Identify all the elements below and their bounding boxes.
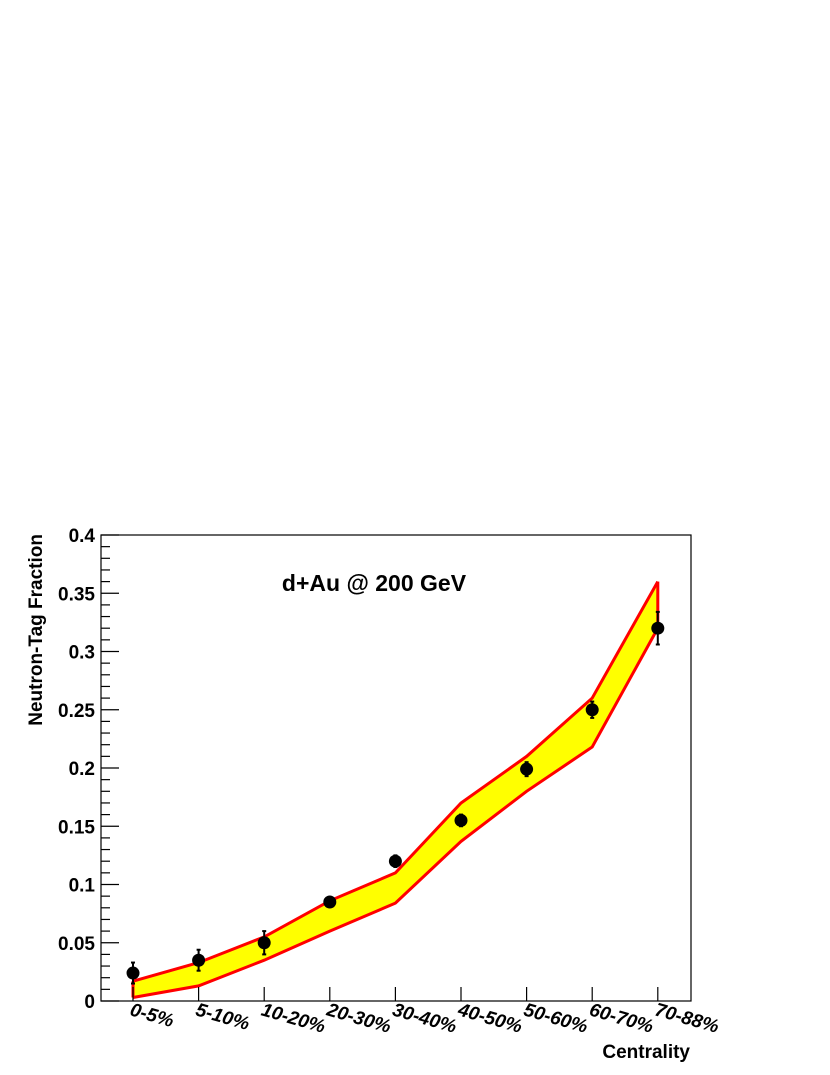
band-lower-line: [132, 627, 660, 999]
point-marker: [454, 813, 468, 827]
x-category-label: 40-50%: [455, 999, 525, 1038]
plot-frame: [100, 534, 692, 1002]
x-category-label: 5-10%: [193, 1000, 252, 1035]
x-category-label: 30-40%: [390, 1000, 459, 1038]
y-tick-label: 0.1: [69, 876, 96, 897]
point-marker: [126, 966, 140, 980]
band-upper-line: [132, 580, 660, 983]
y-tick-label: 0.05: [58, 934, 95, 955]
x-category-label: 60-70%: [587, 1000, 656, 1038]
point-marker: [585, 703, 599, 717]
y-tick-label: 0.2: [69, 759, 95, 780]
data-point: [192, 948, 206, 972]
x-category-label: 50-60%: [521, 1000, 590, 1038]
model-band: [131, 580, 660, 999]
y-tick-label: 0.15: [58, 817, 95, 838]
y-axis-title: Neutron-Tag Fraction: [26, 534, 47, 726]
data-point: [323, 895, 337, 909]
x-category-label: 20-30%: [323, 999, 393, 1038]
chart-title: d+Au @ 200 GeV: [282, 570, 467, 596]
data-point: [651, 610, 665, 646]
x-category-label: 10-20%: [259, 1000, 328, 1038]
x-axis: 0-5% 5-10% 10-20%20-30%30-40%40-50%50-60%6…: [128, 987, 721, 1038]
y-axis: 0 0.05 0.1 0.15 0.2 0.25 0.3 0.35 0.4: [58, 526, 119, 1013]
y-tick-label: 0.3: [69, 643, 95, 664]
point-marker: [388, 854, 402, 868]
point-marker: [323, 895, 337, 909]
band-fill: [133, 581, 658, 998]
point-marker: [520, 762, 534, 776]
x-category-label: 0-5%: [128, 1000, 177, 1032]
point-marker: [192, 953, 206, 967]
data-points: [126, 610, 665, 985]
data-point: [520, 761, 534, 778]
y-tick-label: 0.35: [58, 584, 95, 605]
point-marker: [651, 621, 665, 635]
point-marker: [257, 936, 271, 950]
y-tick-label: 0.4: [69, 526, 96, 547]
data-point: [388, 854, 402, 869]
data-point: [126, 961, 140, 985]
data-point: [257, 930, 271, 956]
x-category-label: 70-88%: [652, 1000, 721, 1038]
y-tick-label: 0.25: [58, 701, 95, 722]
y-tick-label: 0: [84, 992, 95, 1013]
data-point: [454, 813, 468, 828]
x-axis-title: Centrality: [602, 1042, 690, 1063]
data-point: [585, 700, 599, 719]
